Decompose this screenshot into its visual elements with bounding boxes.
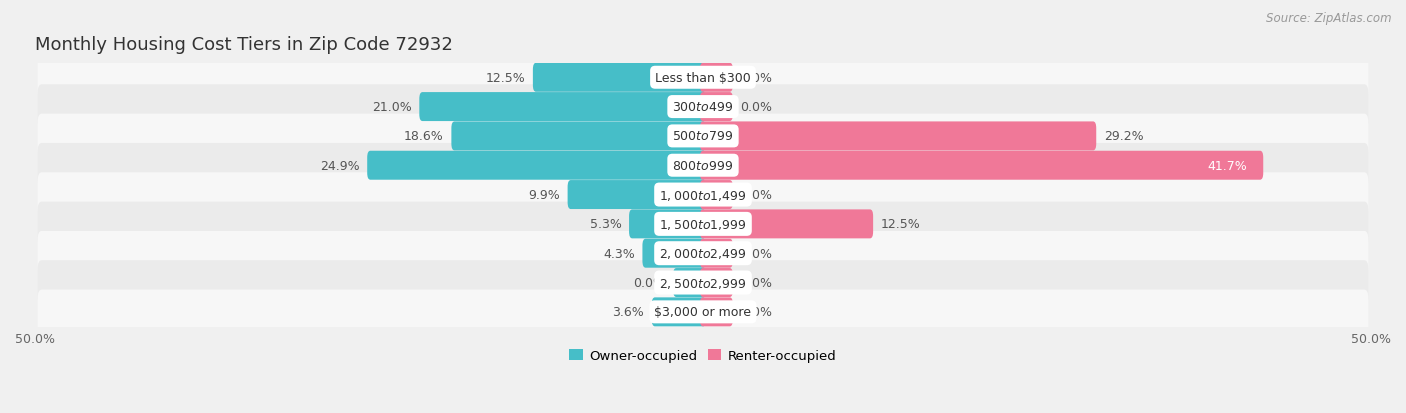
Text: 0.0%: 0.0%: [741, 247, 772, 260]
Text: 0.0%: 0.0%: [634, 276, 665, 290]
Text: 24.9%: 24.9%: [321, 159, 360, 172]
FancyBboxPatch shape: [38, 114, 1368, 159]
FancyBboxPatch shape: [673, 268, 706, 297]
FancyBboxPatch shape: [38, 56, 1368, 100]
Text: 0.0%: 0.0%: [741, 71, 772, 85]
Text: $1,000 to $1,499: $1,000 to $1,499: [659, 188, 747, 202]
Text: 0.0%: 0.0%: [741, 189, 772, 202]
Text: 18.6%: 18.6%: [404, 130, 444, 143]
FancyBboxPatch shape: [38, 144, 1368, 188]
FancyBboxPatch shape: [700, 122, 1097, 151]
Text: $2,500 to $2,999: $2,500 to $2,999: [659, 276, 747, 290]
FancyBboxPatch shape: [700, 180, 733, 209]
Text: 0.0%: 0.0%: [741, 306, 772, 318]
Text: $300 to $499: $300 to $499: [672, 101, 734, 114]
Text: 4.3%: 4.3%: [603, 247, 636, 260]
Text: 3.6%: 3.6%: [613, 306, 644, 318]
Text: $500 to $799: $500 to $799: [672, 130, 734, 143]
FancyBboxPatch shape: [38, 261, 1368, 305]
FancyBboxPatch shape: [38, 202, 1368, 247]
Text: 5.3%: 5.3%: [589, 218, 621, 231]
FancyBboxPatch shape: [628, 210, 706, 239]
FancyBboxPatch shape: [700, 210, 873, 239]
FancyBboxPatch shape: [700, 298, 733, 327]
FancyBboxPatch shape: [700, 268, 733, 297]
Text: Less than $300: Less than $300: [655, 71, 751, 85]
FancyBboxPatch shape: [700, 64, 733, 93]
Text: 29.2%: 29.2%: [1104, 130, 1143, 143]
FancyBboxPatch shape: [700, 152, 1263, 180]
Text: $1,500 to $1,999: $1,500 to $1,999: [659, 217, 747, 231]
FancyBboxPatch shape: [652, 298, 706, 327]
Text: 21.0%: 21.0%: [373, 101, 412, 114]
Text: $800 to $999: $800 to $999: [672, 159, 734, 172]
FancyBboxPatch shape: [38, 231, 1368, 276]
FancyBboxPatch shape: [700, 239, 733, 268]
Text: Monthly Housing Cost Tiers in Zip Code 72932: Monthly Housing Cost Tiers in Zip Code 7…: [35, 36, 453, 54]
FancyBboxPatch shape: [38, 290, 1368, 335]
FancyBboxPatch shape: [367, 152, 706, 180]
Legend: Owner-occupied, Renter-occupied: Owner-occupied, Renter-occupied: [564, 344, 842, 368]
FancyBboxPatch shape: [451, 122, 706, 151]
FancyBboxPatch shape: [568, 180, 706, 209]
Text: 9.9%: 9.9%: [529, 189, 560, 202]
Text: 12.5%: 12.5%: [880, 218, 921, 231]
Text: 0.0%: 0.0%: [741, 276, 772, 290]
Text: $2,000 to $2,499: $2,000 to $2,499: [659, 247, 747, 261]
FancyBboxPatch shape: [700, 93, 733, 122]
Text: 0.0%: 0.0%: [741, 101, 772, 114]
Text: 12.5%: 12.5%: [485, 71, 526, 85]
Text: 41.7%: 41.7%: [1206, 159, 1247, 172]
Text: $3,000 or more: $3,000 or more: [655, 306, 751, 318]
FancyBboxPatch shape: [38, 173, 1368, 217]
FancyBboxPatch shape: [38, 85, 1368, 130]
FancyBboxPatch shape: [533, 64, 706, 93]
Text: Source: ZipAtlas.com: Source: ZipAtlas.com: [1267, 12, 1392, 25]
FancyBboxPatch shape: [643, 239, 706, 268]
FancyBboxPatch shape: [419, 93, 706, 122]
